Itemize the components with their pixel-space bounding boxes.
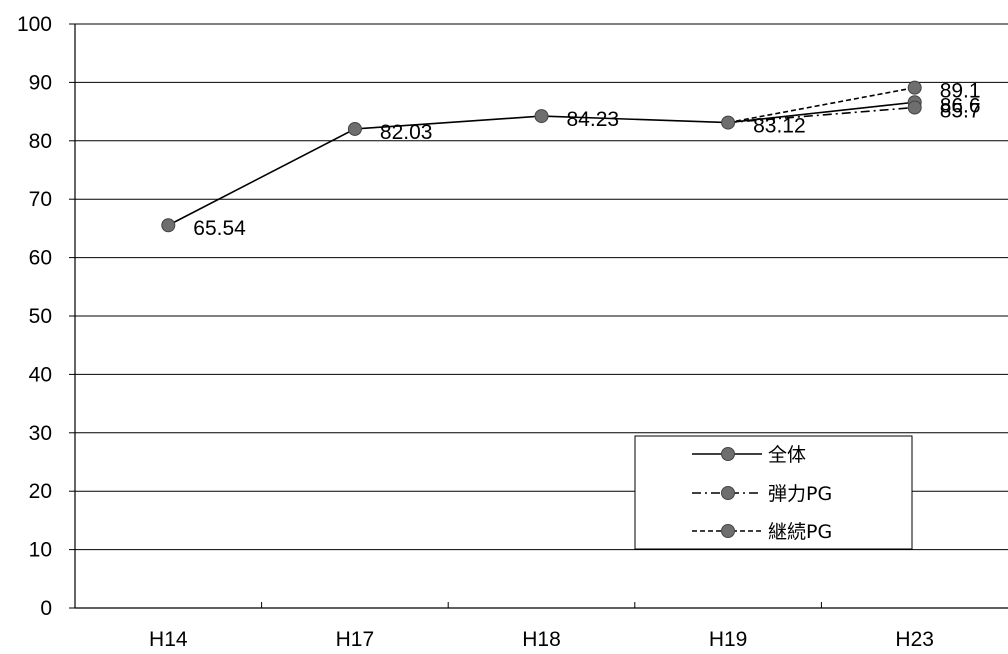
y-axis-ticks: 0 10 20 30 40 50 60 70 80 90 100 xyxy=(17,13,75,620)
data-label: 84.23 xyxy=(567,108,620,131)
y-tick-label: 90 xyxy=(29,71,52,94)
data-point xyxy=(161,218,176,233)
y-tick-label: 30 xyxy=(29,422,52,445)
x-tick-label: H23 xyxy=(895,628,934,651)
legend: 全体 弾力PG 継続PG xyxy=(634,435,913,550)
x-tick-label: H19 xyxy=(709,628,748,651)
x-axis-ticks: H14 H17 H18 H19 H23 xyxy=(149,602,934,651)
y-tick-label: 80 xyxy=(29,130,52,153)
grid-lines xyxy=(75,23,1008,551)
y-tick-label: 60 xyxy=(29,247,52,270)
data-point xyxy=(721,115,736,130)
data-label: 85.7 xyxy=(940,100,981,123)
y-tick-label: 50 xyxy=(29,305,52,328)
x-tick-label: H17 xyxy=(336,628,375,651)
data-label: 86.6 xyxy=(940,94,981,117)
x-tick-label: H14 xyxy=(149,628,188,651)
y-tick-label: 100 xyxy=(17,13,52,36)
series-markers xyxy=(161,80,922,233)
y-tick-label: 20 xyxy=(29,480,52,503)
legend-marker xyxy=(721,524,735,538)
y-tick-label: 40 xyxy=(29,363,52,386)
x-tick-label: H18 xyxy=(522,628,561,651)
legend-box xyxy=(634,435,913,550)
data-label: 89.1 xyxy=(940,80,981,103)
legend-label: 全体 xyxy=(768,444,806,466)
data-point xyxy=(534,109,549,124)
y-tick-label: 70 xyxy=(29,188,52,211)
data-label: 65.54 xyxy=(193,217,246,240)
data-point xyxy=(907,100,922,115)
series-line-1 xyxy=(728,106,915,124)
legend-item-zentai: 全体 xyxy=(692,444,806,466)
y-tick-label: 10 xyxy=(29,539,52,562)
legend-marker xyxy=(721,447,735,461)
data-point xyxy=(907,80,922,95)
legend-item-danryoku: 弾力PG xyxy=(692,483,832,505)
legend-label: 継続PG xyxy=(768,521,832,543)
legend-label: 弾力PG xyxy=(768,483,832,505)
legend-marker xyxy=(721,486,735,500)
data-label: 83.12 xyxy=(753,115,806,138)
series-lines xyxy=(167,86,915,226)
data-label: 82.03 xyxy=(380,121,433,144)
legend-item-keizoku: 継続PG xyxy=(692,521,832,543)
data-point xyxy=(347,121,362,136)
y-tick-label: 0 xyxy=(40,597,52,620)
data-labels: 65.54 82.03 84.23 83.12 86.685.789.1 xyxy=(193,80,980,241)
